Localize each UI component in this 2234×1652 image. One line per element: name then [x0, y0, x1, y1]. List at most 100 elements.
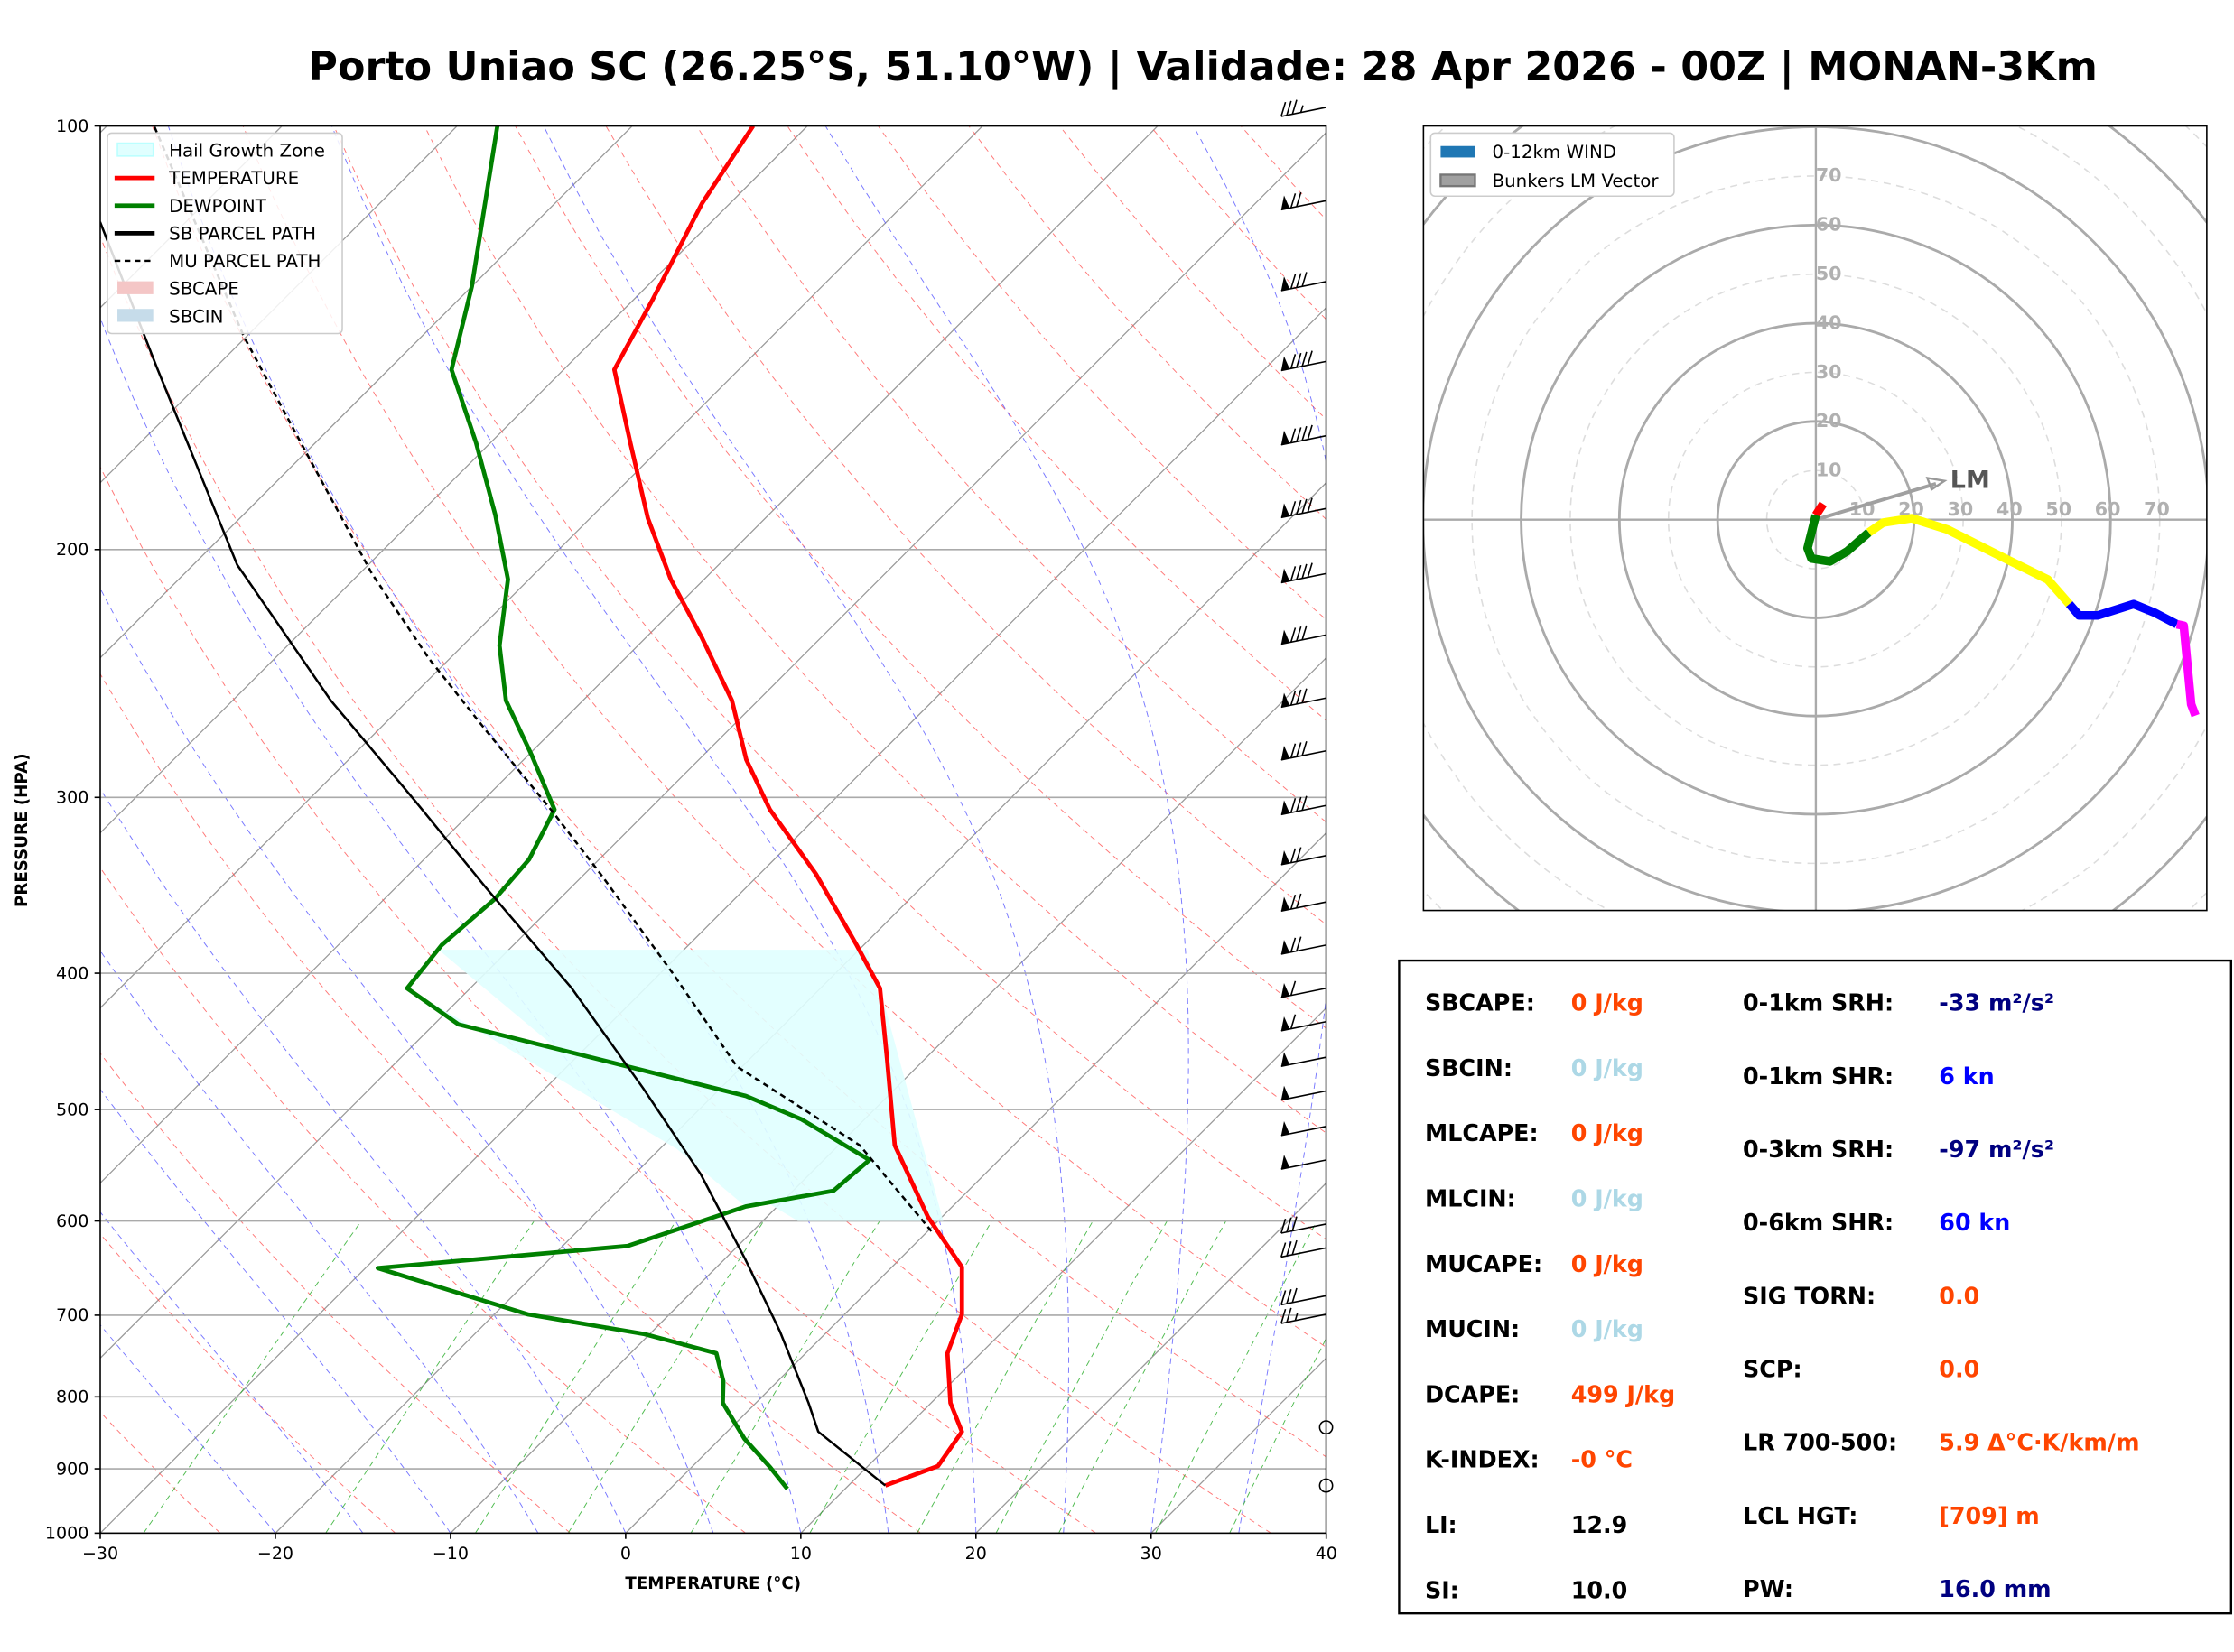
wind-barb	[1280, 625, 1326, 645]
dry-adiabat-line	[333, 125, 1326, 1240]
skewt-legend: Hail Growth Zone TEMPERATURE DEWPOINT SB PA…	[107, 132, 343, 335]
barb-pennant	[1280, 940, 1290, 954]
legend-swatch	[1439, 173, 1476, 188]
barb-feather	[1280, 101, 1287, 117]
stat-label: MUCAPE:	[1425, 1250, 1542, 1277]
barb-feather	[1301, 563, 1308, 579]
barb-feather	[1289, 848, 1297, 863]
stat-value: -33 m²/s²	[1939, 989, 2054, 1016]
barb-feather	[1307, 497, 1313, 513]
barb-feather	[1296, 742, 1302, 757]
isotherm-line	[100, 125, 458, 484]
lm-vector-arrow	[1815, 481, 1937, 522]
isotherm-line	[100, 125, 633, 659]
skewt-profiles	[100, 125, 964, 1490]
moist-adiabat-line	[331, 125, 977, 1534]
hail-growth-zone-fill	[406, 950, 944, 1221]
legend-label: SBCAPE	[169, 279, 239, 300]
stat-label: SI:	[1425, 1576, 1459, 1603]
stat-value: 0.0	[1939, 1356, 1979, 1383]
moist-adiabat-line	[167, 125, 889, 1534]
mixing-ratio-line	[325, 1220, 535, 1534]
barb-pennant	[1280, 800, 1290, 815]
stat-value: 499 J/kg	[1571, 1380, 1675, 1407]
wind-barb	[1280, 1085, 1326, 1101]
stat-value: 0 J/kg	[1571, 989, 1643, 1016]
barb-staff	[1280, 1313, 1326, 1324]
stat-value: 0 J/kg	[1571, 1250, 1643, 1277]
barb-pennant	[1280, 629, 1290, 645]
stat-label: LI:	[1425, 1511, 1457, 1538]
hodograph-trace-segment	[1811, 501, 1828, 518]
barb-feather	[1289, 894, 1297, 910]
y-axis-label: PRESSURE (HPA)	[13, 753, 32, 907]
x-tick-label: −20	[257, 1544, 293, 1564]
x-tick-label: −30	[82, 1544, 118, 1564]
barb-feather	[1289, 627, 1297, 643]
barb-feather	[1289, 1014, 1297, 1029]
y-tick-label: 800	[56, 1387, 88, 1407]
legend-swatch	[1440, 145, 1475, 158]
wind-barb	[1280, 893, 1326, 913]
dry-adiabat-line	[100, 1411, 221, 1534]
stat-value: 6 kn	[1939, 1063, 1994, 1090]
ring-label-y: 50	[1816, 263, 1842, 284]
moist-adiabat-line	[100, 1088, 451, 1534]
barb-pennant	[1280, 1085, 1290, 1100]
barb-feather	[1296, 893, 1302, 909]
stat-label: 0-3km SRH:	[1743, 1136, 1894, 1163]
hodograph-trace-segment	[2175, 619, 2200, 718]
wind-barbs	[1280, 99, 1334, 1493]
ring-label-x: 60	[2095, 498, 2121, 520]
wind-barb	[1280, 795, 1326, 816]
stat-value: 0 J/kg	[1571, 1185, 1643, 1212]
barb-feather	[1301, 688, 1308, 703]
hodograph-trace-segment	[2066, 599, 2179, 628]
x-tick-label: 40	[1316, 1544, 1337, 1564]
stats-panel: SBCAPE: 0 J/kg SBCIN: 0 J/kg MLCAPE: 0 J/kg ML…	[1398, 959, 2233, 1615]
stat-value: -0 °C	[1571, 1446, 1633, 1473]
y-tick-label: 700	[56, 1305, 88, 1325]
barb-feather	[1289, 743, 1297, 758]
barb-pennant	[1280, 356, 1290, 371]
x-tick-label: 0	[620, 1544, 631, 1564]
legend-label: Bunkers LM Vector	[1493, 171, 1660, 191]
stat-label: MUCIN:	[1425, 1315, 1520, 1342]
stat-label: 0-1km SHR:	[1743, 1063, 1894, 1090]
ring-label-y: 20	[1816, 410, 1842, 432]
barb-feather	[1301, 795, 1308, 811]
stat-value: 0.0	[1939, 1282, 1979, 1309]
wind-barb	[1280, 1014, 1326, 1032]
stat-value: 0 J/kg	[1571, 1054, 1643, 1081]
wind-barb	[1280, 1239, 1326, 1258]
legend-label: MU PARCEL PATH	[169, 251, 321, 272]
ring-label-x: 70	[2144, 498, 2170, 520]
barb-feather	[1296, 352, 1302, 368]
isotherm-line	[625, 831, 1326, 1534]
dry-adiabat-line	[605, 125, 1326, 925]
legend-label: SB PARCEL PATH	[169, 223, 316, 244]
y-tick-label: 200	[56, 540, 88, 560]
barb-pennant	[1280, 1121, 1290, 1136]
y-tick-label: 300	[56, 788, 88, 808]
x-tick-label: 20	[965, 1544, 987, 1564]
ring-label-x: 50	[2045, 498, 2071, 520]
legend-label: DEWPOINT	[169, 196, 267, 217]
y-tick-label: 500	[56, 1100, 88, 1119]
barb-feather	[1289, 566, 1297, 581]
mixing-ratio-line	[567, 1220, 765, 1534]
barb-feather	[1296, 847, 1302, 862]
barb-feather	[1296, 936, 1302, 951]
barb-feather	[1296, 689, 1302, 705]
stat-label: DCAPE:	[1425, 1380, 1520, 1407]
barb-feather	[1296, 564, 1302, 580]
mixing-ratio-line	[474, 1220, 677, 1534]
isotherm-line	[275, 481, 1326, 1534]
barb-half-feather	[1299, 105, 1304, 113]
legend-label: SBCIN	[169, 306, 223, 327]
moist-adiabat-line	[100, 1211, 364, 1534]
barb-feather	[1296, 626, 1302, 642]
stat-label: LR 700-500:	[1743, 1429, 1897, 1456]
mixing-ratio-line	[1155, 1220, 1317, 1534]
